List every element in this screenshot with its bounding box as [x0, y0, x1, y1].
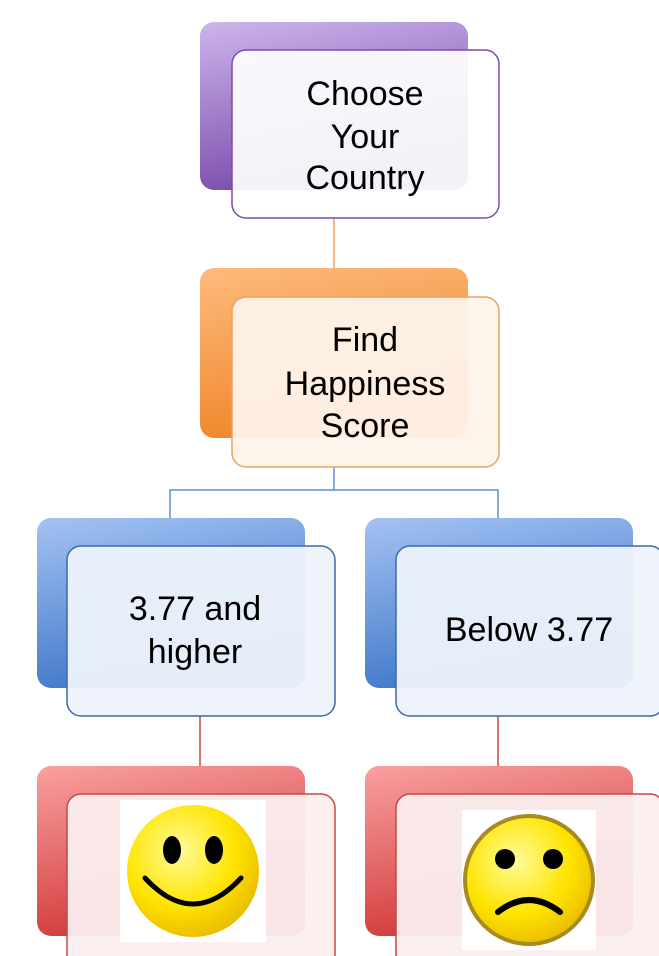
- node-label: Your: [331, 118, 400, 156]
- node-label: Country: [305, 159, 424, 197]
- node-label: Find: [332, 321, 398, 359]
- node-box: [395, 545, 659, 717]
- node-label: Happiness: [285, 365, 446, 403]
- node-label: Below 3.77: [445, 611, 613, 649]
- node-label: higher: [148, 633, 243, 671]
- node-label: Choose: [306, 75, 423, 113]
- node-label: 3.77 and: [129, 590, 261, 628]
- node-box: [231, 49, 500, 219]
- smiley-icon: [120, 800, 266, 942]
- node-box: [66, 545, 336, 717]
- frown-icon: [462, 810, 596, 950]
- node-box: [231, 296, 500, 468]
- node-label: Score: [321, 407, 410, 445]
